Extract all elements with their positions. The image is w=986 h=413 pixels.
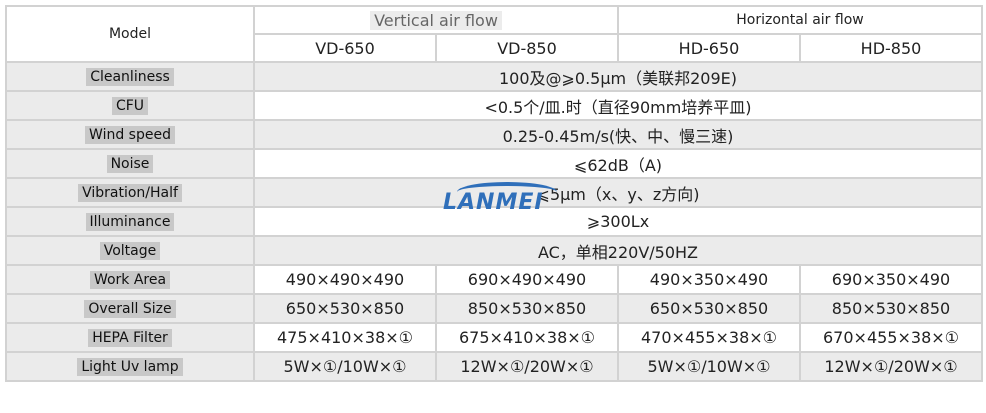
row-value: 0.25-0.45m/s(快、中、慢三速) bbox=[253, 119, 983, 150]
row-value: 470×455×38×① bbox=[617, 322, 801, 353]
row-value: 850×530×850 bbox=[435, 293, 619, 324]
table-row: HEPA Filter 475×410×38×① 675×410×38×① 470×4… bbox=[5, 322, 983, 353]
table-row: Illuminance ⩾300Lx bbox=[5, 206, 983, 237]
table-row: CFU <0.5个/皿.时（直径90mm培养平皿) bbox=[5, 90, 983, 121]
group-horizontal: Horizontal air flow bbox=[617, 5, 983, 35]
row-value: 5W×①/10W×① bbox=[253, 351, 437, 382]
group-vertical: Vertical air flow bbox=[253, 5, 619, 35]
row-value: ⩾300Lx bbox=[253, 206, 983, 237]
row-label: Vibration/Half bbox=[5, 177, 255, 208]
model-name: HD-850 bbox=[799, 33, 983, 63]
row-label: Cleanliness bbox=[5, 61, 255, 92]
model-name: VD-650 bbox=[253, 33, 437, 63]
row-value: ⩽62dB（A) bbox=[253, 148, 983, 179]
row-value: 475×410×38×① bbox=[253, 322, 437, 353]
row-label: CFU bbox=[5, 90, 255, 121]
row-label: Noise bbox=[5, 148, 255, 179]
table-row: Voltage AC，单相220V/50HZ bbox=[5, 235, 983, 266]
watermark-logo: LANMEI bbox=[443, 182, 557, 215]
row-value: 490×350×490 bbox=[617, 264, 801, 295]
row-label: Overall Size bbox=[5, 293, 255, 324]
row-value: 12W×①/20W×① bbox=[799, 351, 983, 382]
row-value: 690×490×490 bbox=[435, 264, 619, 295]
row-value: 5W×①/10W×① bbox=[617, 351, 801, 382]
row-label: HEPA Filter bbox=[5, 322, 255, 353]
table-row: Light Uv lamp 5W×①/10W×① 12W×①/20W×① 5W×①/1… bbox=[5, 351, 983, 382]
row-value: 100及@⩾0.5μm（美联邦209E) bbox=[253, 61, 983, 92]
spec-table: Model Vertical air flow Horizontal air f… bbox=[5, 5, 983, 382]
row-label: Light Uv lamp bbox=[5, 351, 255, 382]
row-value: ⩽5μm（x、y、z方向) bbox=[253, 177, 983, 208]
row-value: 690×350×490 bbox=[799, 264, 983, 295]
row-value: AC，单相220V/50HZ bbox=[253, 235, 983, 266]
model-name: VD-850 bbox=[435, 33, 619, 63]
row-value: 675×410×38×① bbox=[435, 322, 619, 353]
row-value: 490×490×490 bbox=[253, 264, 437, 295]
row-value: <0.5个/皿.时（直径90mm培养平皿) bbox=[253, 90, 983, 121]
row-label: Wind speed bbox=[5, 119, 255, 150]
table-row: Wind speed 0.25-0.45m/s(快、中、慢三速) bbox=[5, 119, 983, 150]
model-header: Model bbox=[5, 5, 255, 63]
table-row: Overall Size 650×530×850 850×530×850 650×53… bbox=[5, 293, 983, 324]
table-row: Noise ⩽62dB（A) bbox=[5, 148, 983, 179]
row-value: 650×530×850 bbox=[253, 293, 437, 324]
row-label: Voltage bbox=[5, 235, 255, 266]
row-value: 670×455×38×① bbox=[799, 322, 983, 353]
table-row: Vibration/Half ⩽5μm（x、y、z方向) bbox=[5, 177, 983, 208]
row-value: 850×530×850 bbox=[799, 293, 983, 324]
row-value: 650×530×850 bbox=[617, 293, 801, 324]
model-name: HD-650 bbox=[617, 33, 801, 63]
table-row: Cleanliness 100及@⩾0.5μm（美联邦209E) bbox=[5, 61, 983, 92]
table-row: Work Area 490×490×490 690×490×490 490×350×4… bbox=[5, 264, 983, 295]
row-label: Work Area bbox=[5, 264, 255, 295]
row-label: Illuminance bbox=[5, 206, 255, 237]
row-value: 12W×①/20W×① bbox=[435, 351, 619, 382]
